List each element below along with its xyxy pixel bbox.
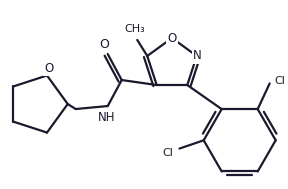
Text: Cl: Cl [162, 148, 173, 158]
Text: O: O [167, 32, 177, 44]
Text: O: O [44, 62, 54, 75]
Text: N: N [193, 50, 202, 63]
Text: Cl: Cl [274, 76, 285, 86]
Text: CH₃: CH₃ [124, 24, 145, 34]
Text: NH: NH [98, 111, 115, 124]
Text: O: O [99, 38, 109, 50]
